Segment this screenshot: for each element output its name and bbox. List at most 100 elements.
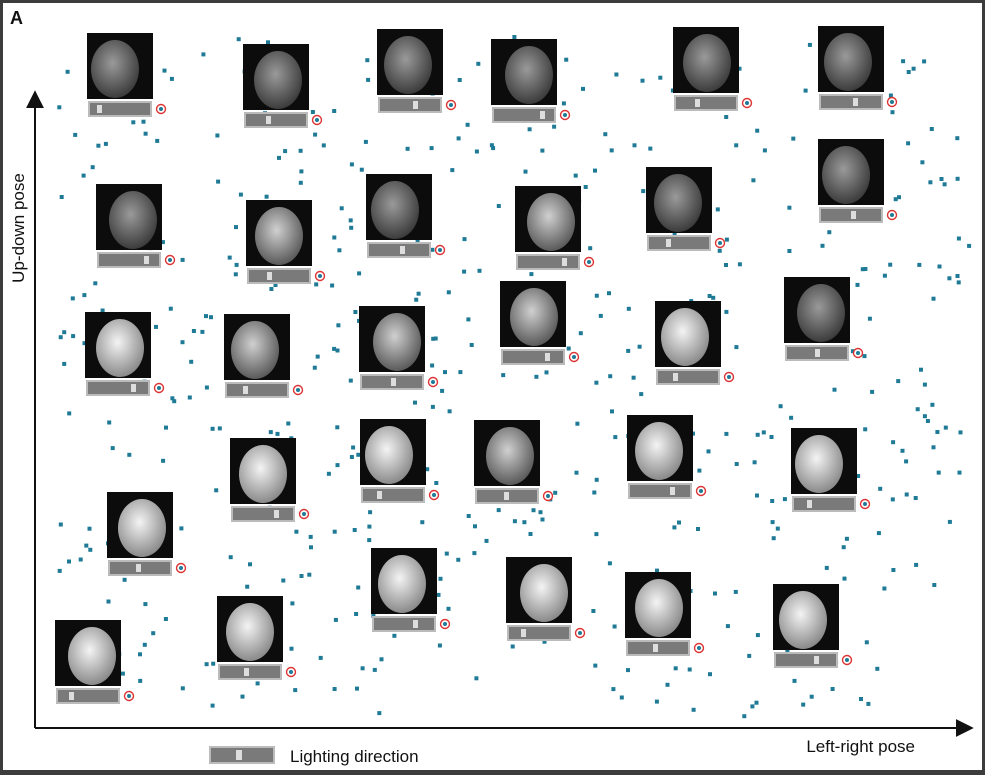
point (691, 707, 696, 712)
lighting-knob (391, 378, 396, 386)
point (890, 497, 895, 502)
lighting-knob (695, 99, 700, 107)
face-shape (68, 627, 116, 685)
point (62, 361, 67, 366)
point (928, 180, 933, 185)
point (626, 348, 631, 353)
face (491, 39, 571, 123)
point (161, 458, 166, 463)
point (88, 547, 93, 552)
point (824, 565, 829, 570)
lighting-slider (86, 380, 150, 396)
point (936, 470, 941, 475)
point (392, 633, 397, 638)
face-shape (365, 426, 413, 484)
point (127, 452, 132, 457)
point (477, 268, 482, 273)
face-shape (795, 435, 843, 493)
point (922, 59, 927, 64)
point (655, 568, 659, 573)
point (632, 143, 637, 148)
point (70, 296, 75, 301)
point (356, 452, 361, 457)
point (234, 262, 239, 267)
point (832, 387, 837, 392)
point (58, 335, 63, 340)
face (500, 281, 580, 365)
point (294, 529, 299, 534)
point (363, 139, 368, 144)
point (429, 146, 434, 151)
point (542, 639, 547, 644)
point (896, 379, 901, 384)
point (538, 510, 543, 515)
face (107, 492, 187, 576)
marker-dot (845, 658, 849, 662)
point (474, 676, 479, 681)
lighting-slider (97, 252, 161, 268)
face-shape (661, 308, 709, 366)
face (55, 620, 135, 704)
point (534, 374, 539, 379)
point (608, 374, 613, 379)
point (523, 169, 528, 174)
point (750, 704, 755, 709)
point (922, 382, 927, 387)
lighting-knob (136, 564, 141, 572)
point (844, 536, 849, 541)
marker-dot (727, 375, 731, 379)
point (860, 267, 865, 272)
lighting-knob (807, 500, 812, 508)
marker-dot (431, 380, 435, 384)
point (431, 336, 436, 341)
marker-dot (318, 274, 322, 278)
lighting-knob (504, 492, 509, 500)
point (891, 568, 896, 572)
face-shape (109, 191, 157, 249)
point (277, 155, 281, 160)
face (217, 596, 297, 680)
point (906, 70, 911, 74)
point (143, 602, 148, 607)
point (187, 395, 192, 400)
point (501, 373, 506, 378)
point (103, 141, 108, 146)
point (310, 110, 315, 114)
lighting-slider (367, 242, 431, 258)
point (937, 264, 942, 269)
point (696, 527, 700, 531)
lighting-knob (413, 101, 418, 109)
point (598, 313, 603, 318)
point (574, 470, 579, 475)
point (351, 445, 356, 450)
point (433, 336, 438, 341)
face (377, 29, 457, 113)
point (227, 255, 232, 260)
lighting-slider (774, 652, 838, 668)
face (818, 26, 898, 110)
point (510, 644, 515, 649)
point (180, 686, 185, 691)
face-shape (384, 36, 432, 94)
point (870, 389, 875, 394)
lighting-knob (666, 239, 671, 247)
point (876, 531, 881, 536)
marker-dot (168, 258, 172, 262)
face-shape (527, 193, 575, 251)
marker-dot (157, 386, 161, 390)
point (672, 525, 677, 530)
face-shape (635, 579, 683, 637)
face-shape (520, 564, 568, 622)
point (801, 702, 806, 707)
point (791, 136, 796, 141)
face-shape (226, 603, 274, 661)
point (867, 316, 872, 321)
face-shape (373, 313, 421, 371)
point (138, 652, 142, 657)
point (465, 122, 470, 127)
marker-dot (578, 631, 582, 635)
face-shape (239, 445, 287, 503)
point (365, 58, 370, 63)
point (366, 77, 371, 82)
point (367, 524, 372, 529)
